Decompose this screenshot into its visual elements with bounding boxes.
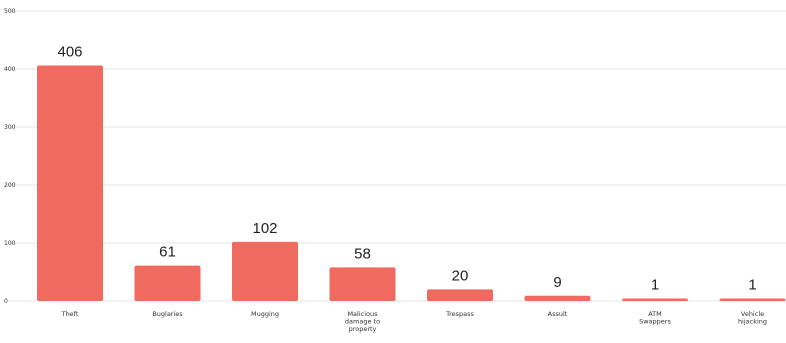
data-labels: 406 61 102 58 20 9 1 1	[57, 44, 756, 294]
data-label: 58	[354, 245, 371, 262]
x-tick-label: Swappers	[639, 318, 671, 326]
data-label: 61	[159, 244, 176, 261]
data-label: 9	[553, 274, 561, 291]
x-tick-label: property	[349, 325, 377, 333]
y-tick-label: 0	[4, 298, 8, 305]
bar	[622, 298, 688, 301]
x-tick-label: Assult	[548, 310, 568, 318]
gridlines	[8, 10, 786, 302]
y-tick-label: 100	[4, 240, 16, 247]
x-tick-label: hijacking	[738, 318, 767, 326]
x-tick-label: Trespass	[445, 310, 474, 318]
data-label: 1	[651, 277, 659, 294]
data-label: 1	[748, 277, 756, 294]
bars	[37, 65, 786, 302]
bar	[719, 298, 786, 301]
bar	[427, 289, 493, 301]
y-tick-label: 200	[4, 182, 16, 189]
y-tick-label: 500	[4, 8, 16, 15]
y-tick-label: 400	[4, 66, 16, 73]
data-label: 20	[452, 267, 469, 284]
x-tick-label: Malicious	[347, 310, 378, 318]
bar	[232, 241, 298, 301]
x-tick-label: ATM	[648, 310, 662, 318]
y-tick-label: 300	[4, 124, 16, 131]
x-tick-label: Buglaries	[152, 310, 183, 318]
data-label: 406	[57, 44, 82, 61]
bar	[37, 65, 103, 302]
bar	[134, 265, 201, 301]
x-tick-label: damage to	[345, 318, 380, 326]
data-label: 102	[252, 220, 277, 237]
x-tick-label: Theft	[61, 310, 79, 318]
x-tick-label: Vehicle	[741, 310, 764, 318]
bar	[329, 267, 396, 301]
x-tick-label: Mugging	[251, 310, 279, 318]
y-axis-ticks: 0 100 200 300 400 500	[4, 8, 16, 305]
bar	[524, 295, 591, 301]
